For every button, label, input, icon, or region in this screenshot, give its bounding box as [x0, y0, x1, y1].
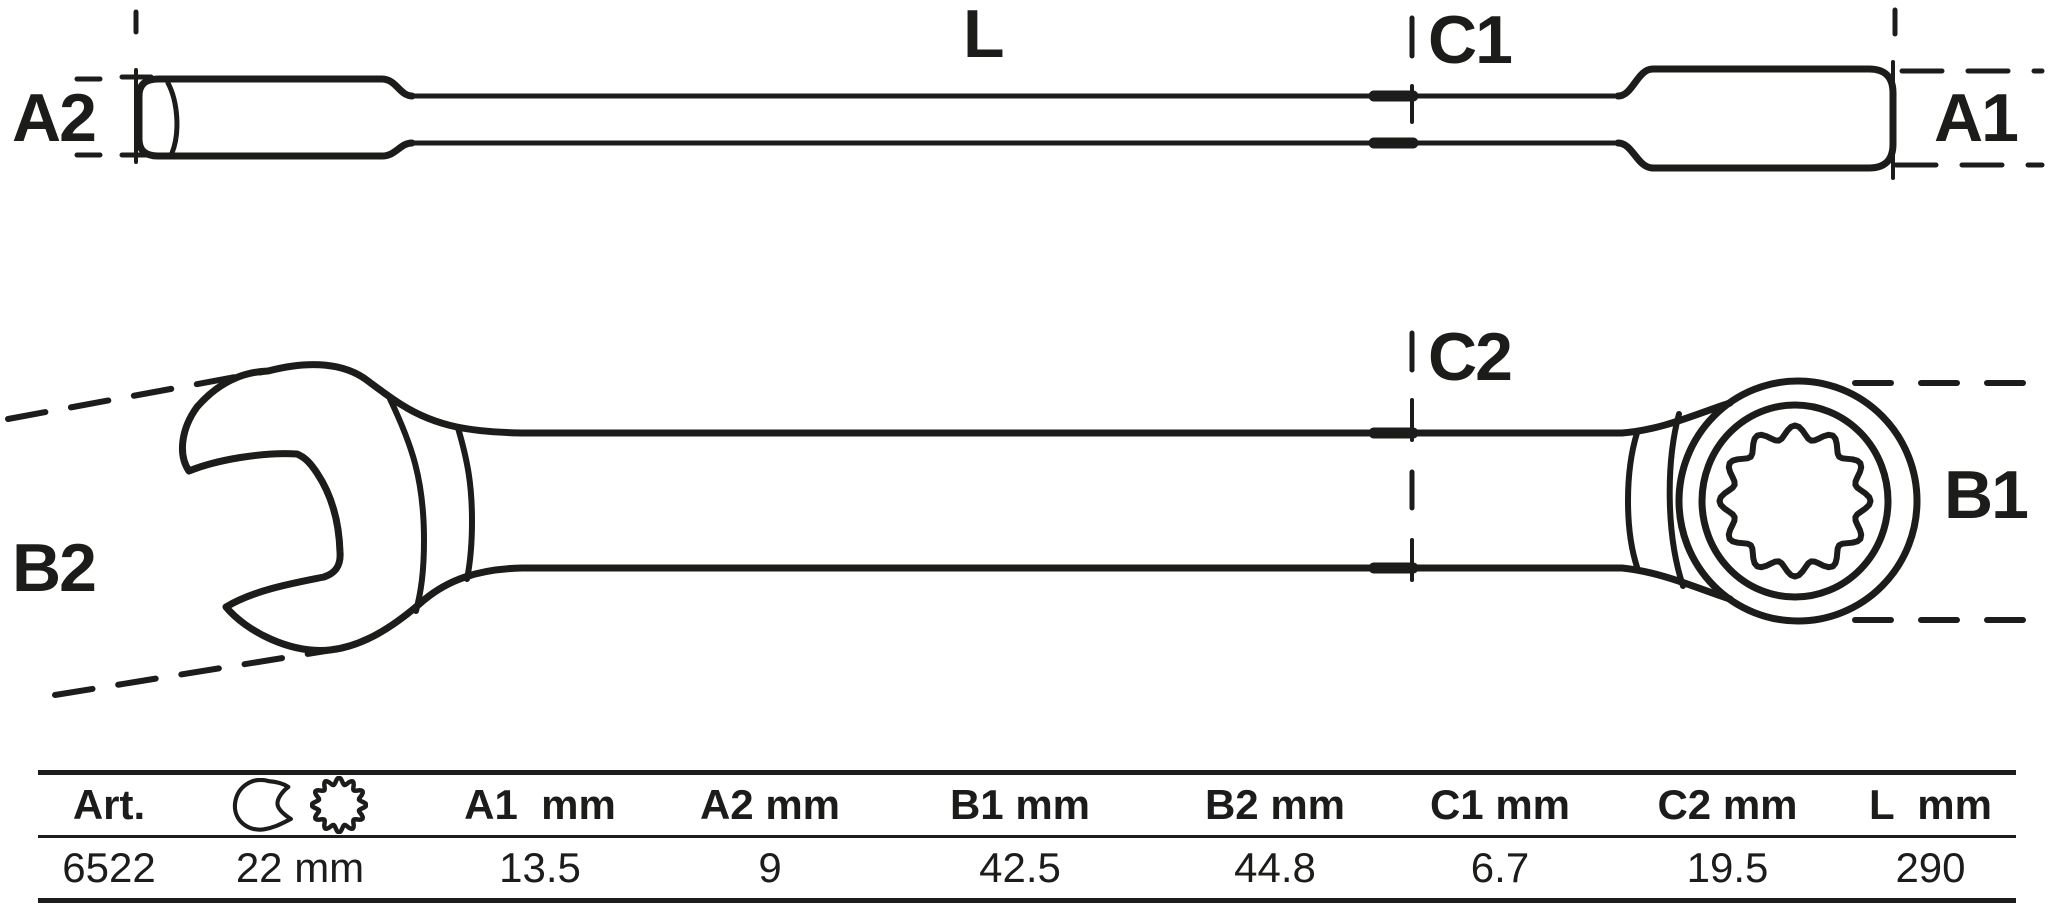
- value-cell-c2: 19.5: [1686, 844, 1769, 891]
- value-cell-b2: 44.8: [1234, 844, 1316, 891]
- side-view-left-head: [135, 75, 416, 160]
- header-cell-size-icons: [180, 775, 420, 838]
- header-cell-art: Art.: [38, 775, 180, 838]
- value-cell-b1: 42.5: [979, 844, 1061, 891]
- open-end-bevel-lines: [387, 396, 475, 614]
- ring-neck-bevel-lines: [1625, 411, 1686, 589]
- header-cell-a2: A2 mm: [660, 775, 880, 838]
- value-cell-a2: 9: [758, 844, 782, 891]
- dim-label-a2: A2: [12, 80, 97, 156]
- dim-label-b2: B2: [12, 530, 97, 606]
- a2-dimension-marks: [74, 9, 154, 164]
- dim-label-b1: B1: [1944, 457, 2029, 533]
- plan-view-drawing: [5, 330, 2045, 698]
- ring-face-circle: [1698, 401, 1892, 601]
- b2-dimension-dashes: [5, 368, 335, 698]
- c2-dimension-marks: [1368, 330, 1419, 582]
- side-view-drawing: [74, 7, 2045, 180]
- dim-label-l: L: [963, 0, 1005, 72]
- dim-label-c2: C2: [1428, 319, 1513, 395]
- open-end-wrench-icon: [233, 778, 293, 832]
- b1-dimension-dashes: [1852, 380, 2045, 623]
- header-cell-a1: A1 mm: [420, 775, 660, 838]
- value-cell-size: 22 mm: [235, 844, 365, 891]
- side-view-shaft: [407, 93, 1623, 146]
- ring-outer-circle: [1675, 377, 1921, 625]
- a1-dimension-marks: [1891, 7, 2045, 180]
- ring-wrench-icon: [310, 776, 368, 834]
- side-view-left-head-jaw-arc: [165, 80, 180, 156]
- value-cell-l: 290: [1895, 844, 1966, 891]
- c1-dimension-marks: [1368, 15, 1419, 149]
- ring-12pt-profile: [1716, 422, 1874, 580]
- header-cell-b2: B2 mm: [1160, 775, 1390, 838]
- side-view-right-head: [1614, 65, 1897, 172]
- dim-label-a1: A1: [1934, 80, 2019, 156]
- dim-label-c1: C1: [1428, 2, 1513, 78]
- value-cell-art: 6522: [62, 844, 156, 891]
- value-cell-a1: 13.5: [499, 844, 581, 891]
- header-cell-c2: C2 mm: [1610, 775, 1845, 838]
- header-cell-c1: C1 mm: [1390, 775, 1610, 838]
- spec-table: Art. A1 mm A2 mm B1 mm B2 mm C1 mm C2 mm…: [38, 770, 2016, 903]
- value-cell-c1: 6.7: [1470, 844, 1530, 891]
- header-cell-l: L mm: [1845, 775, 2016, 838]
- wrench-type-icons: [232, 776, 368, 834]
- header-cell-b1: B1 mm: [880, 775, 1160, 838]
